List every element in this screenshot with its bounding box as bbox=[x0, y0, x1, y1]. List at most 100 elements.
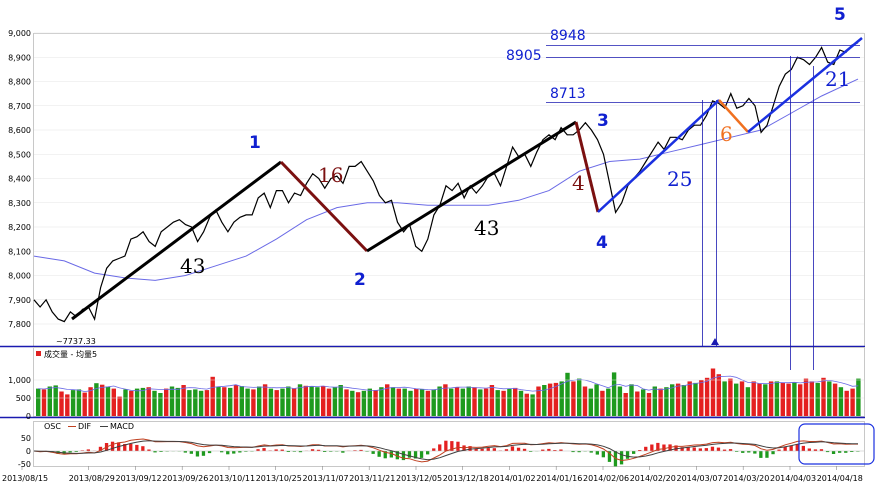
count-label-43b: 43 bbox=[474, 216, 499, 240]
volume-bar bbox=[268, 388, 274, 416]
count-label-6: 6 bbox=[720, 122, 733, 146]
volume-bar bbox=[437, 386, 442, 416]
macd-bar bbox=[280, 449, 284, 451]
trend-wave5b bbox=[718, 99, 749, 133]
volume-bar bbox=[542, 385, 547, 416]
volume-bar bbox=[419, 389, 425, 416]
macd-bar bbox=[232, 451, 236, 454]
volume-bar bbox=[297, 384, 303, 416]
macd-bar bbox=[844, 451, 848, 453]
macd-bar bbox=[310, 449, 315, 451]
volume-bar bbox=[379, 387, 384, 416]
macd-bar bbox=[819, 449, 824, 451]
volume-bar bbox=[53, 385, 58, 416]
macd-bar bbox=[759, 451, 763, 458]
volume-bar bbox=[466, 386, 471, 416]
volume-legend: 成交量 - 均量5 bbox=[44, 349, 97, 359]
macd-bar bbox=[432, 448, 436, 451]
volume-bar bbox=[361, 390, 367, 416]
volume-bar bbox=[222, 387, 227, 416]
macd-bar bbox=[353, 450, 357, 451]
macd-bar bbox=[480, 448, 484, 451]
volume-bar bbox=[745, 387, 751, 416]
macd-bar bbox=[329, 451, 333, 452]
macd-bar bbox=[650, 444, 654, 451]
volume-bar bbox=[739, 381, 745, 416]
volume-bar bbox=[844, 390, 849, 416]
volume-bar bbox=[414, 388, 419, 416]
volume-bar bbox=[82, 392, 87, 416]
volume-bar bbox=[763, 384, 768, 416]
x-tick: 2013/11/07 bbox=[303, 474, 349, 483]
volume-bar bbox=[827, 381, 832, 416]
macd-y-tick: -50 bbox=[18, 460, 31, 469]
volume-bar bbox=[582, 386, 588, 416]
volume-bar bbox=[646, 393, 652, 416]
volume-bar bbox=[559, 381, 564, 416]
x-tick: 2013/11/21 bbox=[349, 474, 395, 483]
macd-bar bbox=[468, 446, 472, 451]
volume-bar bbox=[344, 389, 349, 416]
volume-bar bbox=[408, 390, 413, 416]
volume-bar bbox=[832, 383, 838, 416]
macd-bar bbox=[286, 451, 290, 452]
macd-bar bbox=[644, 446, 648, 451]
macd-bar bbox=[656, 442, 660, 451]
volume-bar bbox=[594, 384, 599, 416]
volume-bar bbox=[193, 389, 198, 416]
volume-bar bbox=[815, 382, 820, 416]
volume-bar bbox=[798, 384, 803, 416]
volume-bar bbox=[623, 393, 628, 416]
x-tick: 2014/03/20 bbox=[723, 474, 769, 483]
volume-bar bbox=[588, 388, 593, 416]
macd-bar bbox=[553, 450, 557, 451]
macd-bar bbox=[274, 449, 278, 451]
macd-bar bbox=[86, 449, 90, 451]
volume-bar bbox=[425, 390, 431, 416]
volume-legend-swatch bbox=[36, 351, 41, 356]
volume-bar bbox=[454, 387, 460, 416]
macd-bar bbox=[625, 451, 630, 459]
main-grid bbox=[34, 32, 864, 325]
macd-bar bbox=[98, 446, 103, 451]
volume-bar bbox=[681, 385, 687, 416]
volume-bar bbox=[134, 388, 140, 416]
main-y-tick: 8,600 bbox=[8, 126, 31, 135]
macd-bar bbox=[341, 451, 345, 453]
macd-bar bbox=[577, 451, 581, 453]
volume-bar bbox=[809, 381, 814, 416]
volume-y-tick: 1,000 bbox=[8, 376, 31, 385]
volume-bar bbox=[675, 383, 681, 416]
macd-bar bbox=[413, 451, 418, 459]
volume-bar bbox=[350, 390, 355, 416]
volume-bar bbox=[489, 385, 495, 416]
main-y-tick: 8,700 bbox=[8, 102, 31, 111]
volume-bar bbox=[140, 387, 146, 416]
main-y-axis: 9,000 8,900 8,800 8,700 8,600 8,500 8,400 8,300… bbox=[8, 29, 31, 329]
macd-y-tick: 0 bbox=[26, 447, 31, 456]
count-label-21: 21 bbox=[825, 67, 850, 91]
main-y-tick: 8,900 bbox=[8, 53, 31, 62]
volume-bar bbox=[158, 393, 163, 416]
macd-bar bbox=[638, 450, 642, 451]
macd-bar bbox=[316, 449, 321, 451]
macd-bar bbox=[529, 451, 533, 452]
main-y-tick: 9,000 bbox=[8, 29, 31, 38]
macd-bar bbox=[110, 441, 115, 451]
macd-bar bbox=[407, 451, 412, 458]
volume-bar bbox=[449, 388, 454, 416]
main-y-tick: 8,400 bbox=[8, 175, 31, 184]
volume-bar bbox=[443, 384, 448, 416]
volume-bar bbox=[123, 389, 128, 416]
macd-bar bbox=[74, 451, 78, 452]
volume-bar bbox=[175, 387, 180, 416]
moving-average-line bbox=[33, 78, 859, 281]
volume-bar bbox=[326, 388, 332, 416]
macd-bar bbox=[741, 451, 745, 453]
macd-bar bbox=[632, 451, 636, 454]
macd-bar bbox=[747, 451, 751, 453]
volume-bar bbox=[524, 393, 529, 416]
count-label-25: 25 bbox=[667, 167, 692, 191]
count-label-43a: 43 bbox=[180, 254, 205, 278]
